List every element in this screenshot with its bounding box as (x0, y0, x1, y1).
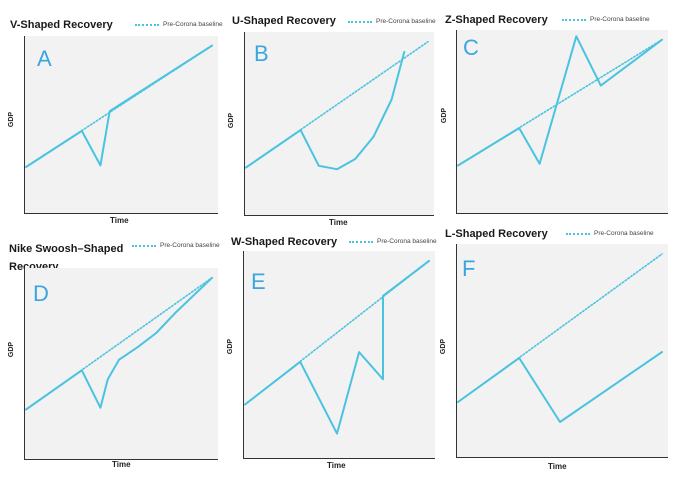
chart-plot (456, 244, 668, 458)
chart-plot (24, 36, 218, 214)
gdp-line (457, 35, 663, 167)
x-axis-label: Time (548, 462, 567, 471)
x-axis-label: Time (112, 460, 131, 469)
gdp-line (245, 50, 406, 171)
legend-label: Pre-Corona baseline (594, 230, 654, 237)
panel-letter: F (462, 256, 476, 281)
panel-letter: D (33, 281, 49, 306)
chart-plot (243, 251, 435, 459)
panel-letter: C (463, 35, 479, 60)
y-axis-label: GDP (227, 338, 235, 355)
legend-label: Pre-Corona baseline (377, 238, 437, 245)
y-axis-label: GDP (8, 111, 16, 128)
legend-dotted-line (349, 240, 373, 243)
chart-title: U-Shaped Recovery (232, 15, 336, 27)
gdp-line (244, 259, 430, 435)
chart-plot (456, 30, 668, 214)
gdp-line (25, 276, 213, 411)
axes (24, 268, 218, 460)
legend: Pre-Corona baseline (566, 230, 654, 237)
axes (456, 244, 668, 458)
legend-label: Pre-Corona baseline (160, 242, 220, 249)
legend: Pre-Corona baseline (132, 242, 220, 249)
legend-label: Pre-Corona baseline (590, 16, 650, 23)
panel-letter: B (254, 41, 269, 66)
legend: Pre-Corona baseline (348, 18, 436, 25)
legend: Pre-Corona baseline (562, 16, 650, 23)
legend-label: Pre-Corona baseline (163, 21, 223, 28)
y-axis-label: GDP (441, 107, 449, 124)
chart-plot (244, 32, 434, 216)
legend-label: Pre-Corona baseline (376, 18, 436, 25)
x-axis-label: Time (110, 216, 129, 225)
axes (24, 36, 218, 214)
panel-letter: A (37, 46, 52, 71)
axes (243, 251, 435, 459)
plot-area (24, 268, 218, 460)
axes (244, 32, 434, 216)
chart-title: Z-Shaped Recovery (445, 14, 548, 26)
chart-plot (24, 268, 218, 460)
x-axis-label: Time (329, 218, 348, 227)
legend-dotted-line (132, 244, 156, 247)
legend-dotted-line (135, 23, 159, 26)
legend: Pre-Corona baseline (135, 21, 223, 28)
y-axis-label: GDP (440, 338, 448, 355)
legend-dotted-line (562, 18, 586, 21)
y-axis-label: GDP (228, 112, 236, 129)
plot-area (24, 36, 218, 214)
chart-title: L-Shaped Recovery (445, 228, 548, 240)
x-axis-label: Time (327, 461, 346, 470)
chart-title: V-Shaped Recovery (10, 19, 113, 31)
gdp-line (457, 351, 663, 423)
legend-dotted-line (348, 20, 372, 23)
axes (456, 30, 668, 214)
panel-letter: E (251, 269, 266, 294)
chart-title: W-Shaped Recovery (231, 236, 338, 248)
plot-area (456, 244, 668, 458)
gdp-line (25, 44, 213, 168)
y-axis-label: GDP (8, 341, 16, 358)
legend-dotted-line (566, 232, 590, 235)
legend: Pre-Corona baseline (349, 238, 437, 245)
